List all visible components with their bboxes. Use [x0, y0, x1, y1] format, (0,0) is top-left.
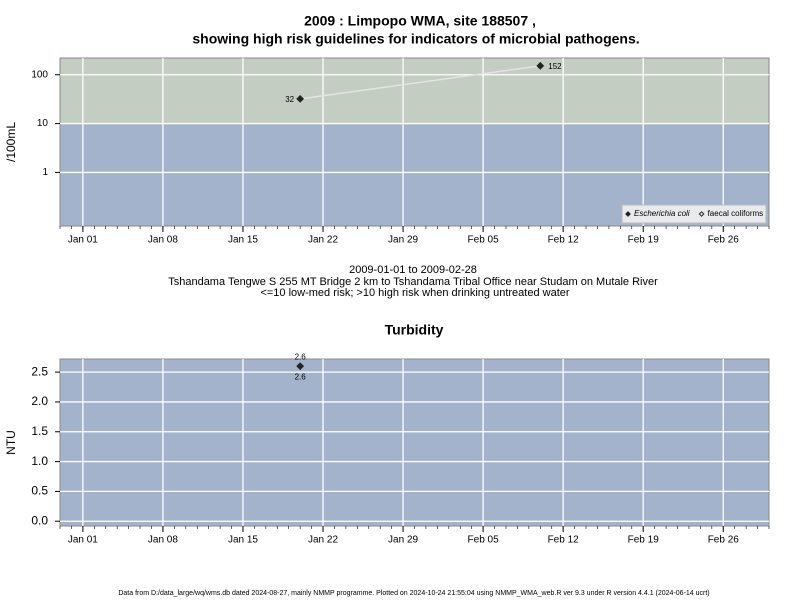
legend-label: faecal coliforms [708, 209, 764, 218]
x-tick-label: Feb 19 [628, 535, 660, 546]
y-axis-label: NTU [4, 430, 18, 455]
x-tick-label: Feb 19 [628, 235, 660, 246]
chart-title: 2009 : Limpopo WMA, site 188507 , [304, 13, 536, 29]
data-label: 152 [548, 62, 562, 71]
x-tick-label: Jan 22 [308, 235, 338, 246]
x-tick-label: Feb 26 [708, 235, 740, 246]
x-tick-label: Jan 08 [148, 235, 178, 246]
chart-title: showing high risk guidelines for indicat… [192, 31, 639, 47]
y-tick-label: 0.5 [31, 484, 48, 498]
x-tick-label: Jan 08 [148, 535, 178, 546]
data-point [296, 362, 305, 371]
legend-marker [625, 211, 631, 217]
note: <=10 low-med risk; >10 high risk when dr… [260, 287, 569, 299]
note: Tshandama Tengwe S 255 MT Bridge 2 km to… [168, 276, 658, 288]
legend: Escherichia coli faecal coliforms [621, 204, 767, 224]
x-tick-label: Feb 12 [548, 235, 580, 246]
y-axis-label: /100mL [4, 122, 18, 162]
footer: Data from D:/data_large/wq/wms.db dated … [118, 590, 709, 597]
y-tick-label: 100 [31, 69, 48, 80]
x-tick-label: Jan 22 [308, 535, 338, 546]
y-tick-label: 10 [37, 118, 49, 129]
x-tick-label: Jan 15 [228, 535, 258, 546]
x-tick-label: Jan 29 [388, 235, 418, 246]
legend-label: Escherichia coli [634, 209, 690, 218]
data-point [536, 61, 545, 70]
band-high [60, 58, 769, 124]
x-tick-label: Jan 01 [68, 535, 98, 546]
x-tick-label: Jan 29 [388, 535, 418, 546]
y-tick-label: 2.0 [31, 394, 48, 408]
legend-marker [698, 211, 705, 217]
data-point [296, 94, 305, 103]
x-tick-label: Jan 01 [68, 235, 98, 246]
x-tick-label: Feb 26 [708, 535, 740, 546]
x-tick-label: Feb 12 [548, 535, 580, 546]
x-tick-label: Feb 05 [468, 235, 500, 246]
x-tick-label: Jan 15 [228, 235, 258, 246]
data-label: 2.6 [295, 352, 307, 361]
y-tick-label: 1.0 [31, 454, 48, 468]
data-label: 2.6 [295, 372, 307, 381]
data-label: 32 [285, 95, 294, 104]
plot-background [60, 359, 769, 526]
legend-box [621, 204, 767, 224]
x-tick-label: Feb 05 [468, 535, 500, 546]
series-line [300, 65, 541, 100]
note: 2009-01-01 to 2009-02-28 [349, 264, 477, 276]
y-tick-label: 1 [42, 167, 48, 178]
chart-title: Turbidity [385, 322, 444, 338]
y-tick-label: 2.5 [31, 364, 48, 378]
y-tick-label: 0.0 [31, 513, 48, 527]
y-tick-label: 1.5 [31, 424, 48, 438]
